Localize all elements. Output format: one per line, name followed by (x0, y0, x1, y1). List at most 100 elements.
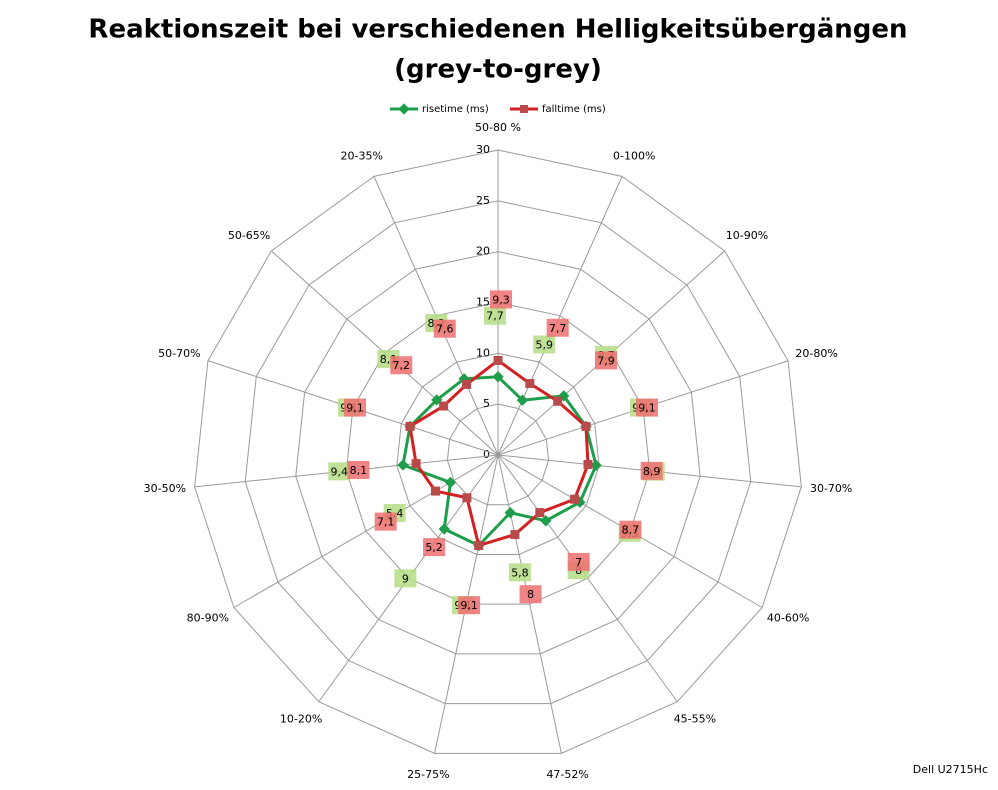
data-label: 7,7 (486, 310, 504, 323)
data-point (540, 515, 552, 527)
data-label: 7,6 (436, 323, 454, 336)
data-label: 9,1 (460, 599, 478, 612)
category-label: 30-70% (810, 482, 852, 495)
data-point (439, 401, 449, 411)
category-label: 80-90% (187, 612, 229, 625)
category-label: 20-80% (795, 347, 837, 360)
category-label: 40-60% (767, 612, 809, 625)
data-point (493, 355, 503, 365)
y-tick-label: 20 (476, 245, 490, 258)
category-label: 0-100% (613, 149, 655, 162)
data-point (516, 394, 529, 406)
grid-line (446, 403, 550, 506)
y-tick-label: 30 (476, 143, 490, 156)
data-label: 8,9 (643, 465, 661, 478)
data-point (397, 459, 409, 471)
y-tick-label: 10 (476, 346, 490, 359)
data-point (553, 396, 563, 406)
axis-spoke (497, 454, 562, 754)
data-label-box (519, 585, 542, 604)
category-label: 25-75% (407, 768, 449, 781)
data-label: 7 (575, 556, 582, 569)
data-label-box (546, 318, 569, 337)
y-tick-label: 15 (476, 296, 490, 309)
data-label-box (394, 569, 417, 588)
category-label: 50-70% (158, 347, 200, 360)
grid-line (194, 149, 802, 754)
axis-spoke (497, 176, 623, 456)
data-label-box (508, 563, 531, 582)
data-point (462, 493, 472, 503)
y-tick-label: 25 (476, 194, 490, 207)
chart-title: (grey-to-grey) (394, 55, 602, 85)
data-label: 7,2 (393, 359, 411, 372)
data-label-box (484, 306, 506, 325)
grid-line (295, 251, 701, 655)
legend-label: falltime (ms) (542, 104, 606, 115)
data-point (504, 507, 516, 519)
data-point (510, 530, 520, 540)
data-label: 7,7 (549, 322, 567, 335)
category-label: 10-20% (280, 713, 322, 726)
data-label-box (458, 596, 481, 615)
series-line (401, 375, 598, 547)
data-point (583, 459, 593, 469)
data-point (462, 379, 472, 389)
legend-label: risetime (ms) (422, 104, 489, 115)
data-point (525, 378, 535, 388)
chart-title: Reaktionszeit bei verschiedenen Helligke… (88, 15, 907, 45)
data-point (535, 508, 545, 518)
data-point (570, 494, 580, 504)
data-label-box (636, 398, 659, 417)
footer: Dell U2715Hc (913, 763, 988, 776)
data-label-box (490, 290, 512, 309)
data-label-box (374, 512, 397, 531)
data-point (430, 486, 440, 496)
category-label: 30-50% (144, 482, 186, 495)
grid-line (244, 200, 752, 705)
data-label-box (423, 538, 446, 557)
category-label: 47-52% (546, 768, 588, 781)
category-label: 50-80 % (475, 121, 521, 134)
data-label: 9,1 (346, 402, 364, 415)
data-label-box (640, 461, 663, 480)
data-point (581, 421, 591, 431)
grid-line (345, 301, 651, 605)
data-label-box (328, 462, 351, 481)
data-label: 5,2 (425, 541, 443, 554)
data-point (492, 371, 504, 383)
data-point (474, 540, 484, 550)
series-line (408, 358, 590, 547)
data-label-box (390, 356, 413, 375)
data-label: 9,3 (492, 293, 510, 306)
category-label: 10-90% (726, 229, 768, 242)
data-label: 5,8 (511, 566, 529, 579)
data-point (405, 421, 415, 431)
legend-marker (520, 105, 528, 113)
data-label-box (343, 398, 366, 417)
data-label: 8 (527, 588, 534, 601)
legend-marker (398, 103, 410, 115)
data-label-box (619, 520, 642, 539)
data-label-box (433, 319, 456, 338)
data-label-box (347, 460, 370, 479)
data-label-box (567, 552, 590, 571)
y-tick-label: 0 (483, 448, 490, 461)
grid-line (396, 352, 600, 555)
data-point (411, 459, 421, 469)
category-label: 45-55% (674, 713, 716, 726)
category-label: 50-65% (228, 229, 270, 242)
data-label-box (533, 335, 556, 354)
data-label: 7,1 (377, 516, 395, 529)
data-label: 9 (402, 572, 409, 585)
y-tick-label: 5 (483, 397, 490, 410)
category-label: 20-35% (341, 149, 383, 162)
data-point (438, 523, 450, 535)
data-point (590, 459, 602, 471)
data-label-box (595, 351, 618, 370)
data-point (444, 476, 457, 489)
data-label: 5,9 (535, 338, 553, 351)
data-label: 8,7 (622, 524, 640, 537)
data-label: 8,1 (350, 464, 368, 477)
